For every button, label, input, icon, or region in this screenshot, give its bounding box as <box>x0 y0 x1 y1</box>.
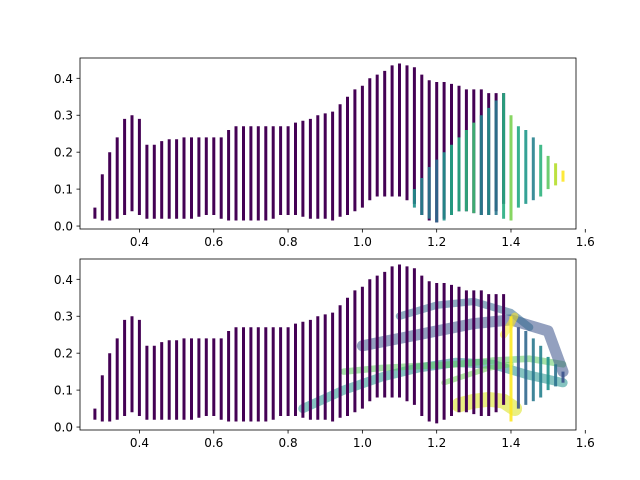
top-plot: 0.4 0.6 0.8 1.0 1.2 1.4 1.6 0.0 0.1 0.2 0.3 0.4 <box>54 57 595 249</box>
y-tick-label: 0.2 <box>54 146 73 160</box>
x-tick-label: 0.6 <box>204 436 223 450</box>
x-tick-label: 1.4 <box>501 235 520 249</box>
x-tick-label: 0.6 <box>204 235 223 249</box>
y-tick-label: 0.0 <box>54 220 73 234</box>
x-tick-label: 1.0 <box>353 436 372 450</box>
axes-frame <box>79 258 577 431</box>
y-tick-label: 0.4 <box>54 72 73 86</box>
x-tick-label: 0.4 <box>130 436 149 450</box>
x-tick-label: 0.4 <box>130 235 149 249</box>
x-tick-label: 0.8 <box>279 235 298 249</box>
y-tick-label: 0.0 <box>54 421 73 435</box>
bottom-plot: 0.4 0.6 0.8 1.0 1.2 1.4 1.6 0.0 0.1 0.2 0.3 0.4 <box>54 258 595 450</box>
x-tick-label: 0.8 <box>279 436 298 450</box>
y-tick-label: 0.2 <box>54 347 73 361</box>
x-tick-label: 1.4 <box>501 436 520 450</box>
y-tick-label: 0.3 <box>54 109 73 123</box>
x-tick-label: 1.2 <box>427 436 446 450</box>
overlay-band <box>340 355 567 375</box>
x-tick-label: 1.6 <box>576 436 595 450</box>
axes-frame <box>79 57 577 230</box>
y-tick-label: 0.3 <box>54 310 73 324</box>
y-tick-label: 0.1 <box>54 384 73 398</box>
y-tick-label: 0.1 <box>54 183 73 197</box>
x-tick-label: 1.2 <box>427 235 446 249</box>
overlay-band <box>441 361 514 386</box>
x-tick-label: 1.6 <box>576 235 595 249</box>
y-tick-label: 0.4 <box>54 273 73 287</box>
x-tick-label: 1.0 <box>353 235 372 249</box>
